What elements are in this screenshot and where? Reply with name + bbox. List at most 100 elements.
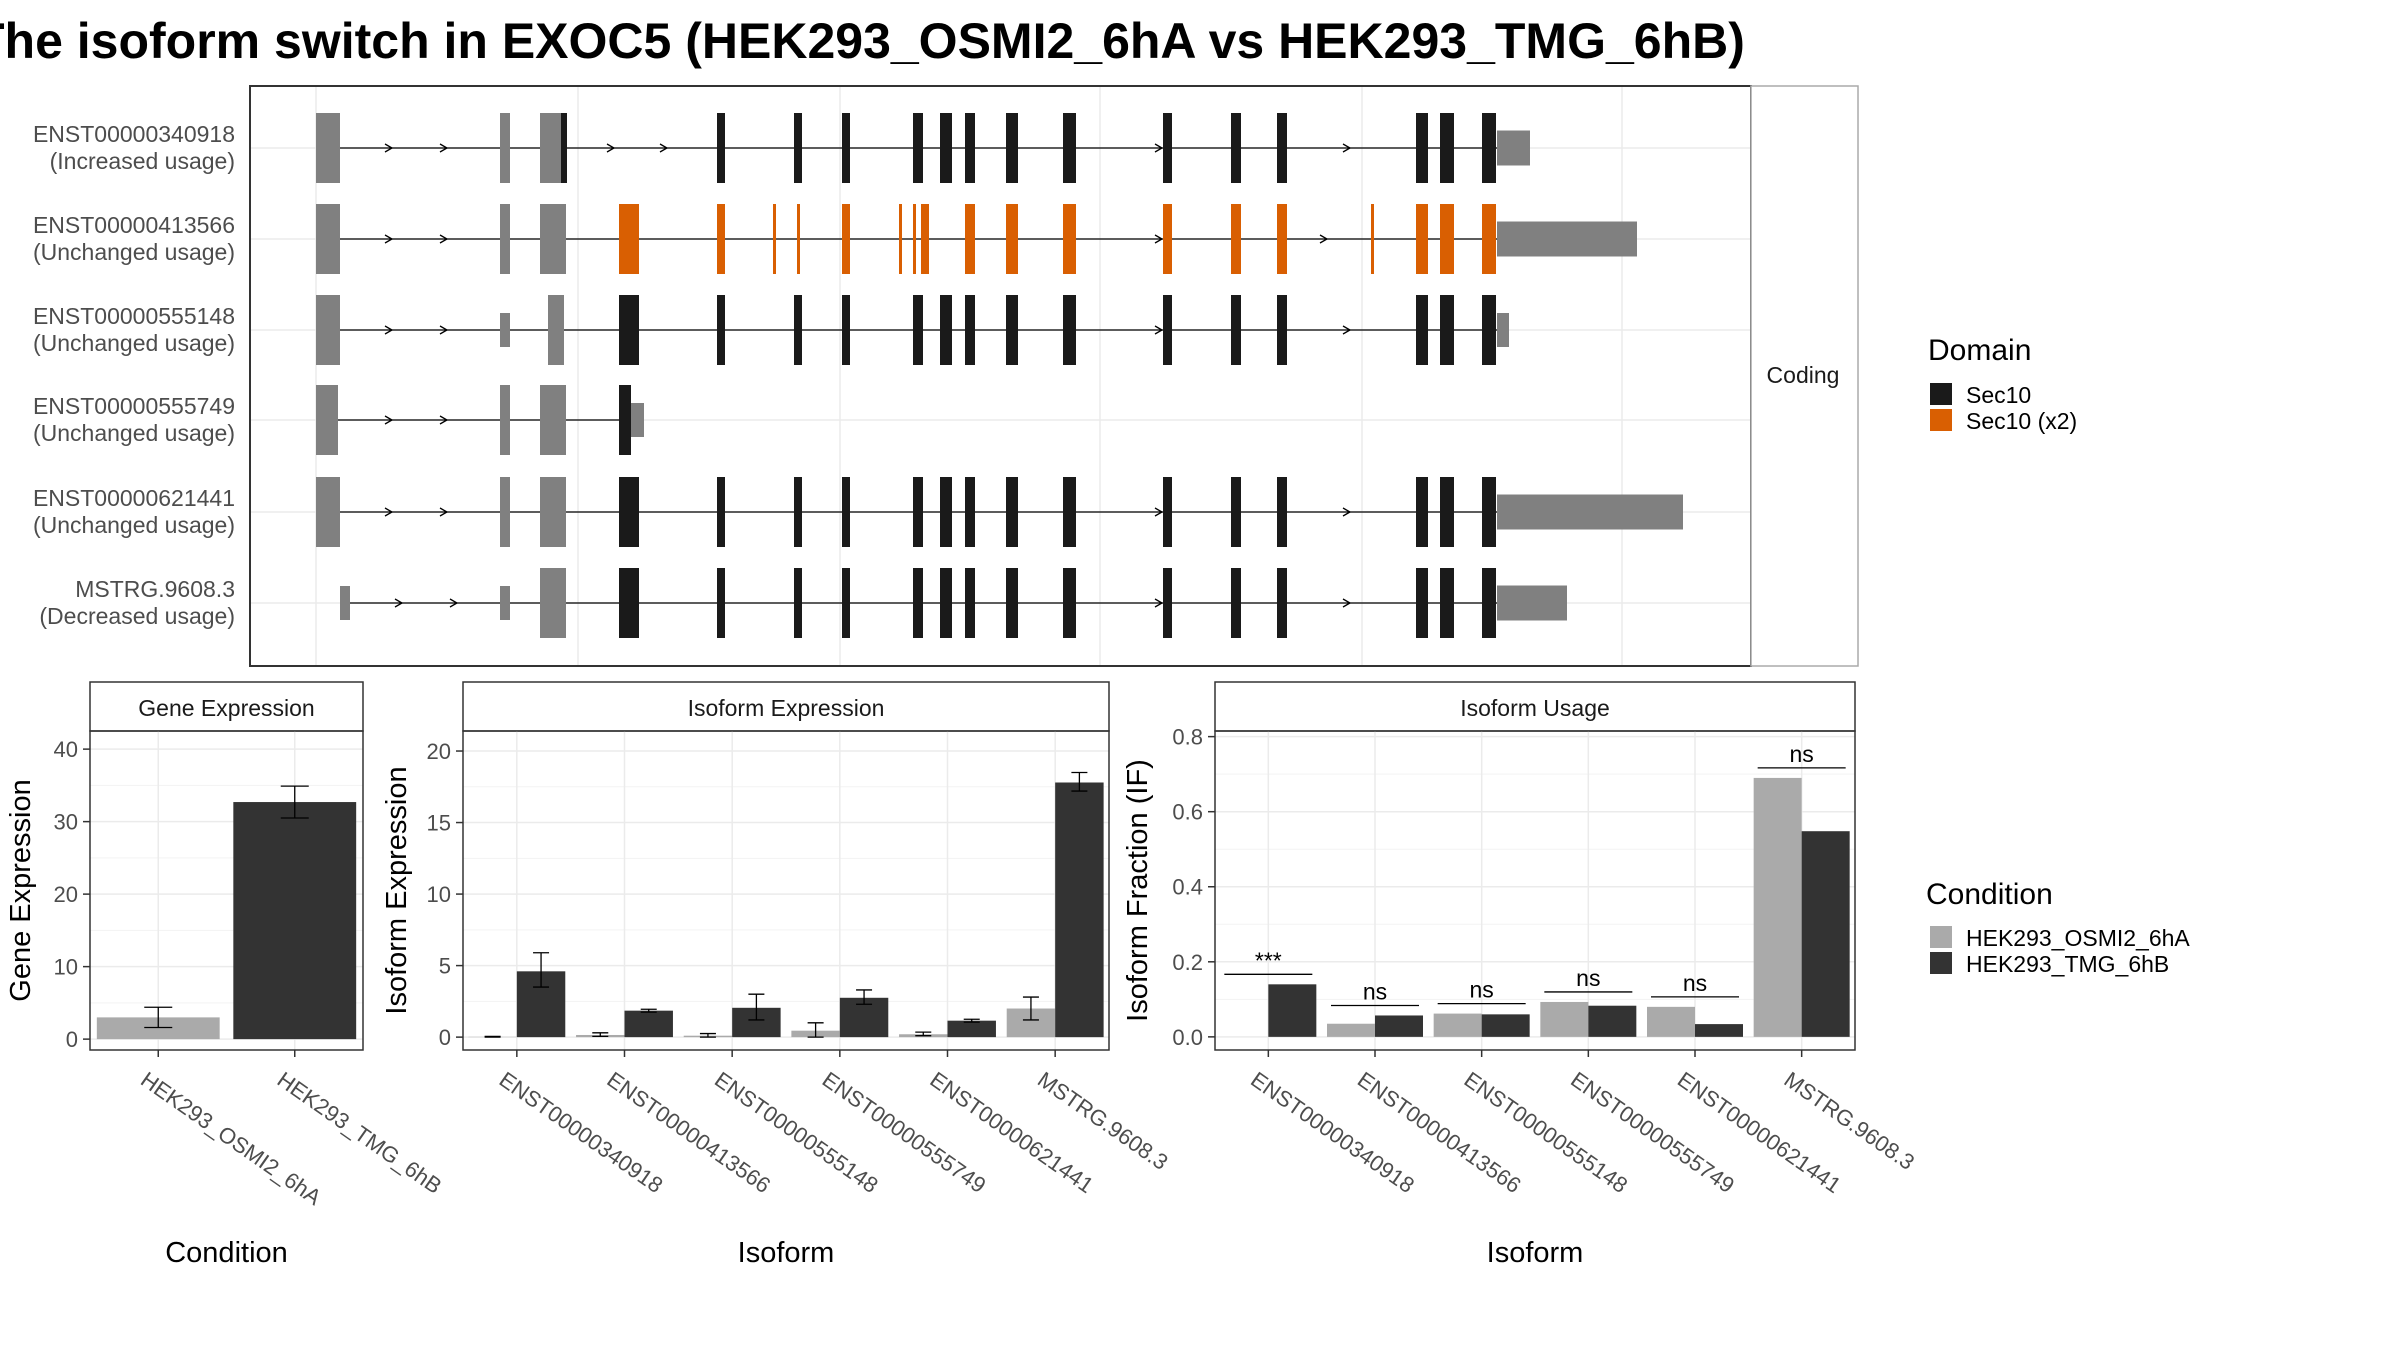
panel-strip-label: Isoform Expression (688, 695, 885, 721)
data-bar (96, 1017, 220, 1040)
transcript-id-label: ENST00000555749 (33, 393, 235, 419)
data-bar (1268, 984, 1317, 1037)
transcript-usage-label: (Unchanged usage) (33, 239, 235, 265)
significance-label: ns (1470, 977, 1494, 1003)
coding-exon (965, 295, 975, 365)
coding-exon (1277, 295, 1287, 365)
utr-exon (1497, 494, 1683, 530)
coding-exon (1482, 204, 1496, 274)
utr-exon (336, 477, 340, 547)
panel-strip (462, 681, 1110, 732)
strand-arrow (394, 598, 404, 608)
utr-exon (316, 113, 338, 183)
coding-exon (1231, 477, 1241, 547)
y-axis-title: Isoform Fraction (IF) (1122, 759, 1154, 1022)
data-bar (1588, 1005, 1637, 1037)
coding-exon (717, 204, 725, 274)
data-bar (233, 802, 357, 1040)
transcript-track (316, 295, 1509, 365)
condition-legend: Condition HEK293_OSMI2_6hA HEK293_TMG_6h… (1926, 878, 2190, 977)
significance-label: ns (1363, 978, 1387, 1004)
coding-exon (913, 204, 916, 274)
utr-exon (500, 113, 510, 183)
coding-exon (940, 477, 952, 547)
utr-exon (1497, 221, 1637, 257)
utr-exon (540, 385, 566, 455)
utr-exon (500, 586, 510, 620)
coding-exon (842, 295, 850, 365)
utr-exon (316, 385, 338, 455)
coding-exon (1277, 477, 1287, 547)
data-bar (1801, 831, 1850, 1037)
data-bar (1433, 1013, 1482, 1037)
data-bar (947, 1020, 996, 1038)
panel-strip (89, 681, 364, 732)
coding-exon (1163, 477, 1172, 547)
significance-label: ns (1790, 741, 1814, 767)
coding-exon (842, 204, 850, 274)
panel-strip-label: Isoform Usage (1460, 695, 1610, 721)
coding-exon (1440, 113, 1454, 183)
strand-arrow (1154, 143, 1164, 153)
panel-border (462, 730, 1110, 1051)
strand-arrow (384, 234, 394, 244)
coding-exon (1416, 295, 1428, 365)
utr-exon (336, 295, 340, 365)
y-tick-label: 0.2 (1172, 950, 1203, 975)
transcript-structure-panel: Coding ENST00000340918(Increased usage)E… (33, 85, 1859, 667)
utr-exon (500, 204, 510, 274)
coding-exon (1063, 568, 1076, 638)
coding-exon (717, 113, 725, 183)
strand-arrow (439, 415, 449, 425)
coding-exon (773, 204, 776, 274)
transcript-id-label: MSTRG.9608.3 (75, 576, 235, 602)
coding-exon (717, 568, 725, 638)
y-tick-label: 40 (54, 737, 78, 762)
significance-label: ns (1576, 965, 1600, 991)
legend-label-sec10-x2: Sec10 (x2) (1966, 408, 2077, 434)
coding-exon (1006, 568, 1018, 638)
utr-exon (316, 477, 338, 547)
utr-exon (336, 204, 340, 274)
strand-arrow (439, 325, 449, 335)
coding-exon (1416, 477, 1428, 547)
coding-exon (1440, 477, 1454, 547)
coding-exon (1163, 568, 1172, 638)
structure-panel-background (249, 85, 1752, 667)
legend-swatch-sec10-x2 (1930, 409, 1952, 431)
coding-exon (940, 568, 952, 638)
coding-exon (842, 477, 850, 547)
transcript-track (316, 385, 644, 455)
strand-arrow (1342, 598, 1352, 608)
coding-exon (561, 113, 567, 183)
transcript-usage-label: (Decreased usage) (39, 603, 235, 629)
coding-exon (1006, 113, 1018, 183)
coding-exon (794, 113, 802, 183)
panel-strip-label: Gene Expression (138, 695, 314, 721)
panel-border (1214, 730, 1856, 1051)
coding-exon (1416, 113, 1428, 183)
utr-exon (540, 204, 566, 274)
transcript-track (316, 113, 1530, 183)
coding-exon (1482, 295, 1496, 365)
strand-arrow (1154, 234, 1164, 244)
coding-exon (1440, 295, 1454, 365)
data-bar (1481, 1014, 1530, 1037)
y-tick-label: 0.0 (1172, 1025, 1203, 1050)
coding-exon (1231, 568, 1241, 638)
coding-exon (913, 113, 923, 183)
transcript-usage-label: (Unchanged usage) (33, 512, 235, 538)
transcript-usage-label: (Unchanged usage) (33, 330, 235, 356)
strand-arrow (1319, 234, 1329, 244)
coding-exon (1231, 113, 1241, 183)
coding-exon (1163, 295, 1172, 365)
utr-exon (548, 295, 564, 365)
coding-exon (619, 295, 639, 365)
transcript-track (340, 568, 1567, 638)
y-tick-label: 20 (427, 739, 451, 764)
legend-swatch-sec10 (1930, 383, 1952, 405)
coding-exon (1371, 204, 1374, 274)
utr-exon (316, 295, 338, 365)
data-bar (1327, 1023, 1375, 1037)
